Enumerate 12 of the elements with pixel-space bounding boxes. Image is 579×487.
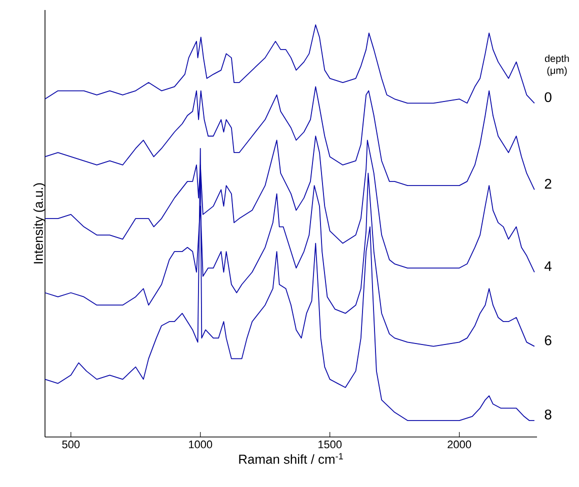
series-label: 8 <box>544 410 552 420</box>
legend-title: depth (μm) <box>544 54 569 76</box>
x-axis-title: Raman shift / cm$^{-1}$ <box>239 453 343 464</box>
y-axis-title: Intensity (a.u.) <box>33 183 46 264</box>
x-tick-label: 1500 <box>318 440 342 448</box>
series-label: 4 <box>544 261 552 271</box>
series-label: 2 <box>544 178 552 189</box>
x-tick-label: 1000 <box>189 440 212 448</box>
x-tick-label: 500 <box>62 440 80 448</box>
series-label: 6 <box>544 335 552 346</box>
series-label: 0 <box>544 92 552 102</box>
x-tick-label: 2000 <box>448 440 472 448</box>
